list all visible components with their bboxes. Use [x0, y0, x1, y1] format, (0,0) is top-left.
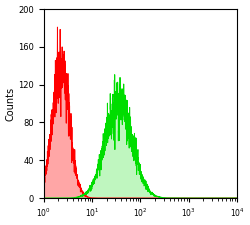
Y-axis label: Counts: Counts: [6, 86, 16, 121]
